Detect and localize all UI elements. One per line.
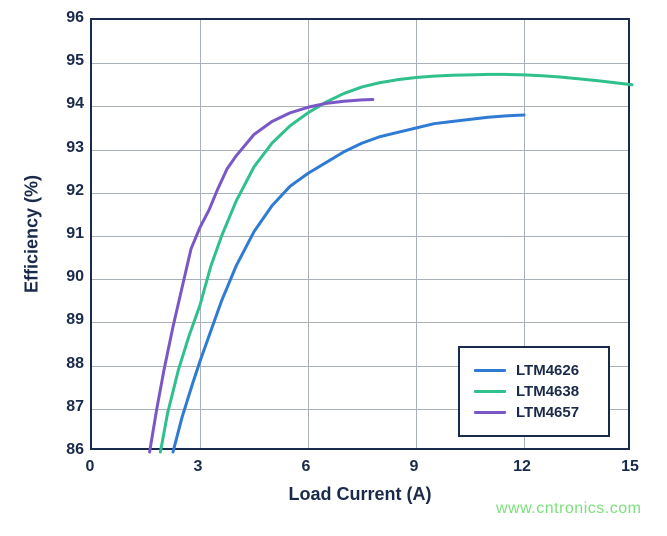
x-axis-label: Load Current (A) <box>289 484 432 505</box>
x-tick-label: 9 <box>410 458 419 476</box>
y-tick-label: 93 <box>56 139 84 157</box>
x-tick-label: 15 <box>621 458 639 476</box>
series-LTM4657 <box>150 99 373 452</box>
legend-swatch <box>474 411 506 414</box>
x-tick-label: 3 <box>194 458 203 476</box>
legend-row: LTM4638 <box>474 383 594 400</box>
y-tick-label: 92 <box>56 182 84 200</box>
y-tick-label: 88 <box>56 355 84 373</box>
y-tick-label: 87 <box>56 398 84 416</box>
y-tick-label: 90 <box>56 268 84 286</box>
legend-row: LTM4626 <box>474 362 594 379</box>
y-tick-label: 86 <box>56 441 84 459</box>
efficiency-chart: Efficiency (%) Load Current (A) LTM4626L… <box>0 0 667 536</box>
watermark: www.cntronics.com <box>496 500 641 518</box>
y-tick-label: 89 <box>56 311 84 329</box>
x-tick-label: 0 <box>86 458 95 476</box>
y-tick-label: 95 <box>56 52 84 70</box>
legend-swatch <box>474 369 506 372</box>
legend-label: LTM4657 <box>516 404 579 421</box>
x-tick-label: 6 <box>302 458 311 476</box>
y-tick-label: 91 <box>56 225 84 243</box>
legend: LTM4626 LTM4638 LTM4657 <box>458 346 610 437</box>
x-tick-label: 12 <box>513 458 531 476</box>
y-tick-label: 94 <box>56 95 84 113</box>
y-tick-label: 96 <box>56 9 84 27</box>
y-axis-label: Efficiency (%) <box>22 175 43 293</box>
legend-label: LTM4626 <box>516 362 579 379</box>
legend-row: LTM4657 <box>474 404 594 421</box>
legend-swatch <box>474 390 506 393</box>
legend-label: LTM4638 <box>516 383 579 400</box>
